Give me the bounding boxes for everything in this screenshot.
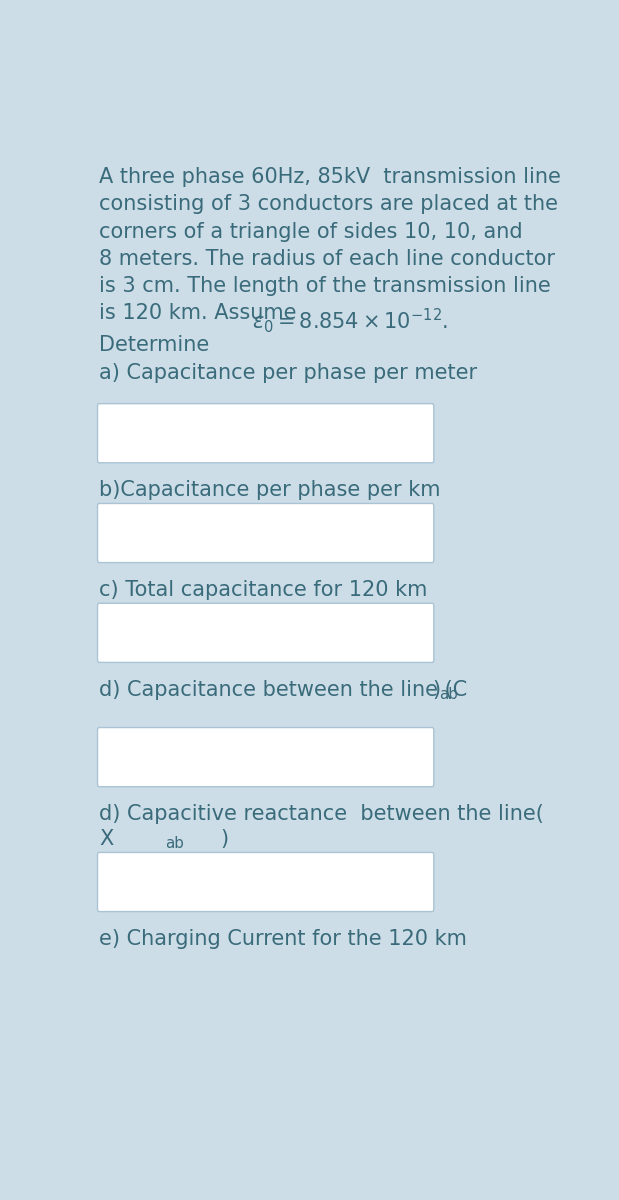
Text: is 120 km. Assume: is 120 km. Assume (99, 304, 303, 323)
Text: Determine: Determine (99, 335, 209, 355)
FancyBboxPatch shape (98, 403, 434, 463)
Text: ): ) (220, 829, 228, 850)
FancyBboxPatch shape (98, 727, 434, 787)
Text: corners of a triangle of sides 10, 10, and: corners of a triangle of sides 10, 10, a… (99, 222, 522, 241)
Text: $\varepsilon_0=8.854\times10^{-12}$.: $\varepsilon_0=8.854\times10^{-12}$. (253, 306, 449, 335)
Text: X: X (99, 829, 113, 850)
FancyBboxPatch shape (98, 604, 434, 662)
Text: b)Capacitance per phase per km: b)Capacitance per phase per km (99, 480, 441, 500)
Text: 8 meters. The radius of each line conductor: 8 meters. The radius of each line conduc… (99, 248, 555, 269)
Text: ab: ab (439, 686, 458, 702)
FancyBboxPatch shape (98, 504, 434, 563)
Text: c) Total capacitance for 120 km: c) Total capacitance for 120 km (99, 580, 427, 600)
Text: a) Capacitance per phase per meter: a) Capacitance per phase per meter (99, 362, 477, 383)
Text: ab: ab (165, 836, 184, 851)
Text: d) Capacitance between the line (C: d) Capacitance between the line (C (99, 680, 467, 700)
FancyBboxPatch shape (98, 852, 434, 912)
Text: is 3 cm. The length of the transmission line: is 3 cm. The length of the transmission … (99, 276, 551, 296)
Text: consisting of 3 conductors are placed at the: consisting of 3 conductors are placed at… (99, 194, 558, 215)
Text: d) Capacitive reactance  between the line(: d) Capacitive reactance between the line… (99, 804, 544, 824)
Text: A three phase 60Hz, 85kV  transmission line: A three phase 60Hz, 85kV transmission li… (99, 167, 561, 187)
Text: e) Charging Current for the 120 km: e) Charging Current for the 120 km (99, 929, 467, 949)
Text: ): ) (433, 680, 441, 700)
